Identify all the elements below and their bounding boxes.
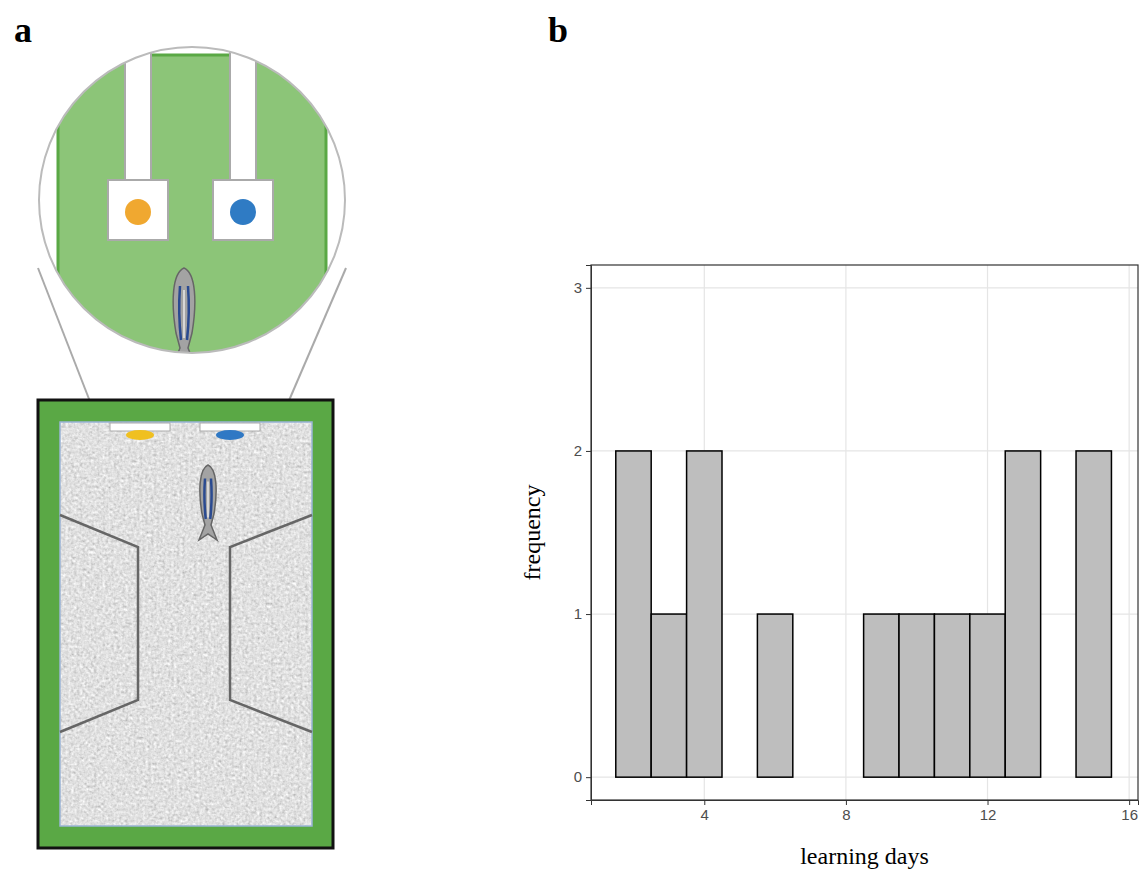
stem xyxy=(230,40,256,182)
tick: 2 xyxy=(574,442,591,459)
panel-letter: a xyxy=(14,10,32,50)
cue-blue xyxy=(216,430,244,440)
fish-stripe xyxy=(187,286,189,340)
dot-blue xyxy=(230,199,256,225)
tick-mark xyxy=(846,800,847,805)
fish xyxy=(199,465,217,540)
tick-label: 0 xyxy=(574,768,582,785)
divider xyxy=(60,515,138,732)
tank-inner xyxy=(60,422,312,826)
bar xyxy=(828,776,863,778)
feeder xyxy=(110,423,170,431)
tick-label: 2 xyxy=(574,442,582,459)
tick-mark xyxy=(586,451,591,452)
fish-stripe xyxy=(183,290,185,338)
bar xyxy=(970,614,1005,777)
tick: 16 xyxy=(1121,800,1138,823)
tick: 0 xyxy=(574,768,591,785)
box xyxy=(213,180,273,240)
bar xyxy=(1076,451,1111,777)
grid-line xyxy=(591,287,1138,288)
fish-body xyxy=(199,465,217,540)
bar xyxy=(722,776,757,778)
tick: 4 xyxy=(701,800,709,823)
cue-yellow xyxy=(126,430,154,440)
y-title: frequency xyxy=(519,485,545,581)
tick: 12 xyxy=(980,800,997,823)
figure: ab4812160123learning daysfrequency xyxy=(0,0,1148,875)
bar xyxy=(899,614,934,777)
tick: 3 xyxy=(574,279,591,296)
inset-ring xyxy=(39,47,345,353)
feeder xyxy=(200,423,260,431)
axis-line xyxy=(586,266,592,801)
bar xyxy=(616,451,651,777)
y-axis: 0 1 2 3 xyxy=(574,266,592,801)
tick-mark xyxy=(704,800,705,805)
tick-label: 16 xyxy=(1121,806,1138,823)
tick-label: 12 xyxy=(980,806,997,823)
bar xyxy=(757,614,792,777)
plot-bg xyxy=(591,265,1138,800)
x-axis: 4 8 12 16 xyxy=(592,800,1139,823)
tick-mark xyxy=(586,777,591,778)
box xyxy=(108,180,168,240)
fish-stripe xyxy=(210,479,211,520)
dot-orange xyxy=(125,199,151,225)
x-title: learning days xyxy=(800,843,929,869)
bar xyxy=(793,776,828,778)
panel-letter: b xyxy=(548,10,568,50)
bar xyxy=(1005,451,1040,777)
bar xyxy=(687,451,722,777)
tick-label: 8 xyxy=(842,806,850,823)
tick-mark xyxy=(586,614,591,615)
tick: 8 xyxy=(842,800,850,823)
divider xyxy=(230,515,312,732)
fish-stripe xyxy=(204,479,205,520)
bar xyxy=(934,614,969,777)
grid-line xyxy=(1129,265,1130,800)
tick-label: 3 xyxy=(574,279,582,296)
axis-line xyxy=(592,801,1139,806)
fish-stripe xyxy=(207,482,209,518)
tick-mark xyxy=(586,288,591,289)
tick-label: 1 xyxy=(574,605,582,622)
grid-line xyxy=(591,450,1138,451)
tick-label: 4 xyxy=(701,806,709,823)
tick: 1 xyxy=(574,605,591,622)
panel-b: 4812160123learning daysfrequency xyxy=(519,265,1139,869)
bar xyxy=(864,614,899,777)
bars xyxy=(616,451,1112,777)
grid xyxy=(591,265,1138,800)
bar xyxy=(651,614,686,777)
tick-mark xyxy=(988,800,989,805)
grid-line xyxy=(845,265,846,800)
panel-a xyxy=(38,40,346,848)
plot-frame xyxy=(591,265,1138,800)
tick-mark xyxy=(1129,800,1130,805)
inset xyxy=(58,40,326,368)
fish-stripe xyxy=(179,286,181,340)
tank xyxy=(38,400,333,848)
bar xyxy=(1041,776,1076,778)
tank-floor xyxy=(60,422,312,826)
